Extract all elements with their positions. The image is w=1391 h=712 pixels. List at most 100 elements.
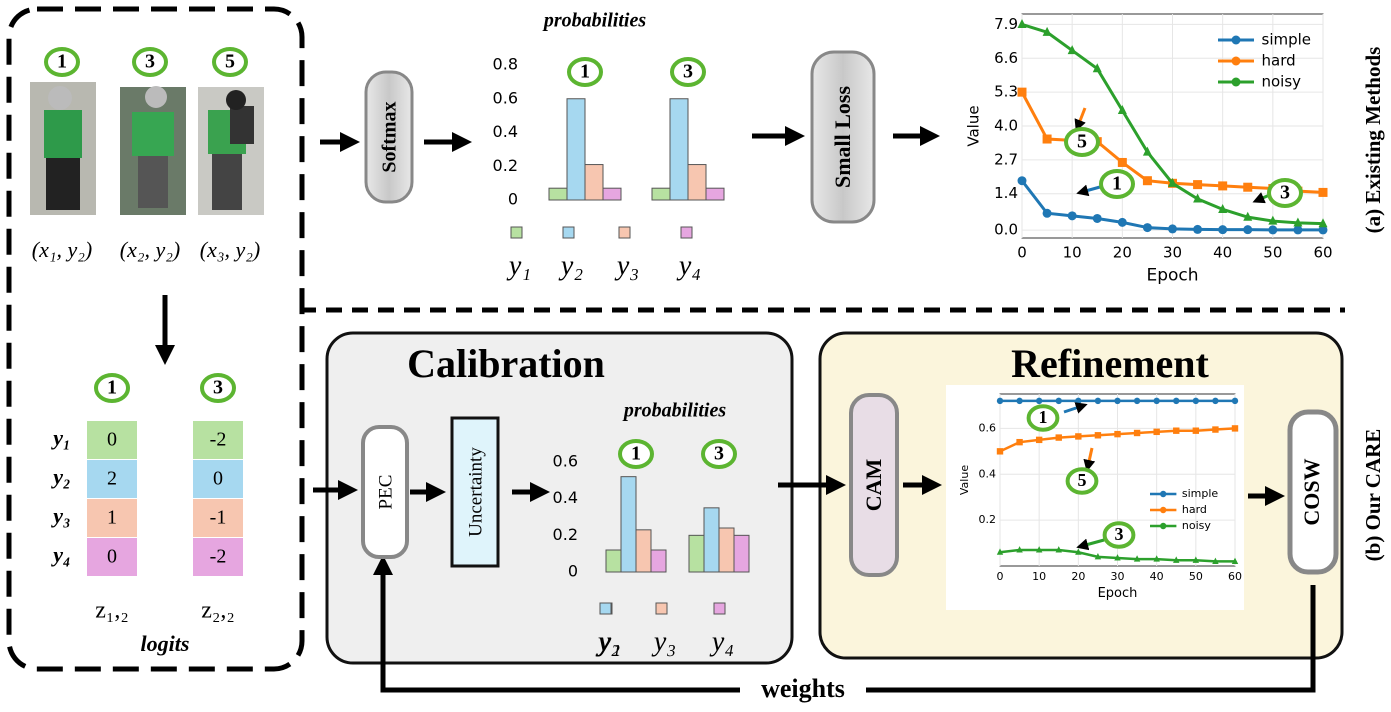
y-tick-label: 0.2 [553, 525, 578, 544]
badge-label: 3 [714, 443, 724, 465]
marker [1016, 397, 1023, 405]
badge [1064, 127, 1100, 157]
badge [1102, 521, 1136, 549]
badge-label: 3 [1280, 182, 1290, 204]
marker [1075, 397, 1082, 405]
logit-value: 0 [213, 468, 223, 490]
bar [650, 549, 667, 573]
logit-value: 1 [107, 507, 117, 529]
bar [703, 507, 720, 573]
marker [996, 397, 1004, 405]
logit-value: 2 [107, 468, 117, 490]
logit-cell [87, 421, 137, 459]
pointer [1076, 538, 1105, 551]
logit-cell [193, 538, 243, 576]
marker [1075, 548, 1082, 555]
y-tick-label: 0 [508, 190, 518, 209]
bar [718, 527, 735, 573]
marker [1042, 134, 1052, 144]
y-tick-label: 0.6 [553, 452, 578, 471]
logit-cell [193, 460, 243, 498]
y-tick-label: 0.0 [994, 221, 1018, 239]
softmax-box [364, 70, 414, 204]
marker [1094, 552, 1102, 560]
row-label: y₂ [50, 464, 70, 489]
calibration-title: Calibration [407, 341, 605, 386]
x-tick-label: 0 [1017, 244, 1027, 262]
badge [44, 47, 80, 77]
bar [669, 98, 689, 201]
sample-label: (x₁, y₂) [32, 237, 92, 262]
x-tick-label: 20 [1071, 570, 1085, 583]
badge-label: 3 [683, 61, 693, 83]
cam-box [849, 393, 899, 577]
badge-label: 5 [1077, 131, 1087, 153]
marker [1173, 556, 1180, 563]
column-label: z₂,₂ [201, 598, 234, 624]
marker [1042, 26, 1052, 36]
pointer [1063, 402, 1088, 414]
x-tick-label: 60 [1228, 570, 1242, 583]
arrows [155, 126, 1285, 693]
marker [996, 448, 1004, 455]
x-tick-label: 30 [1111, 570, 1125, 583]
y-tick-label: 0.4 [553, 488, 578, 507]
marker [1042, 208, 1052, 218]
marker [1035, 436, 1043, 444]
y-axis-label: Value [958, 465, 971, 495]
logit-cell [193, 499, 243, 537]
marker [1268, 225, 1278, 235]
x-axis-label: Epoch [1098, 586, 1138, 601]
marker [1153, 428, 1160, 436]
refinement-title: Refinement [1011, 341, 1209, 386]
marker [1218, 203, 1228, 213]
legend-marker [1160, 490, 1167, 498]
badge [1267, 178, 1303, 208]
y-tick-label: 2.7 [994, 150, 1018, 168]
pec-label: PEC [375, 475, 396, 510]
bar [651, 187, 671, 201]
bar [605, 549, 622, 573]
small-loss-label: Small Loss [830, 86, 855, 189]
marker [1035, 546, 1043, 553]
marker [1193, 193, 1203, 203]
y-tick-label: 0.6 [979, 421, 997, 434]
legend-label: y₃ [651, 626, 676, 657]
x-tick-label: 10 [1032, 570, 1046, 583]
chart-title: probabilities [542, 10, 646, 32]
legend-label: hard [1262, 52, 1296, 70]
x-tick-label: 10 [1063, 244, 1082, 262]
badge [567, 57, 603, 87]
marker [1153, 555, 1160, 562]
marker [1243, 211, 1253, 221]
marker [1168, 224, 1177, 234]
marker [1067, 211, 1077, 221]
y-tick-label: 0.2 [493, 156, 518, 175]
softmax-label: Softmax [379, 101, 401, 172]
marker [1017, 176, 1027, 186]
marker [1117, 104, 1127, 114]
marker [1192, 427, 1200, 434]
badge-label: 3 [213, 377, 223, 399]
y-tick-label: 0.8 [493, 55, 518, 74]
y-tick-label: 4.0 [994, 117, 1018, 135]
x-tick-label: 40 [1213, 244, 1232, 262]
marker [1168, 177, 1177, 187]
marker [1218, 181, 1228, 191]
bar [584, 164, 604, 201]
legend-swatch [510, 226, 523, 239]
x-tick-label: 30 [1163, 244, 1182, 262]
column-label: z₁,₂ [95, 598, 128, 624]
logit-value: -2 [210, 546, 227, 568]
y-tick-label: 7.9 [994, 15, 1018, 33]
calibration-box [325, 331, 794, 665]
marker [1114, 554, 1121, 561]
marker [1192, 556, 1200, 563]
badge [618, 439, 654, 469]
marker [1067, 45, 1077, 55]
badge-label: 5 [225, 51, 235, 73]
marker [1173, 397, 1180, 405]
person-images [30, 82, 264, 215]
marker [1192, 397, 1200, 405]
marker [1133, 429, 1141, 437]
